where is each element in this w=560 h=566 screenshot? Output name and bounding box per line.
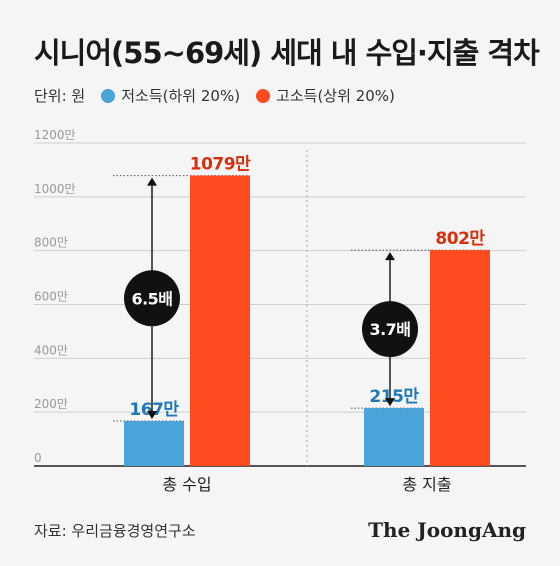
- chart-title: 시니어(55~69세) 세대 내 수입·지출 격차: [34, 36, 540, 70]
- y-tick-label: 600만: [34, 290, 68, 304]
- legend-swatch-high: [256, 88, 271, 103]
- ratio-arrowhead-down: [385, 398, 395, 407]
- legend: 단위: 원 저소득(하위 20%) 고소득(상위 20%): [34, 85, 395, 106]
- bar: [430, 250, 490, 466]
- data-label: 802만: [435, 229, 485, 249]
- unit-label: 단위: 원: [34, 87, 86, 105]
- bar: [364, 408, 424, 466]
- y-tick-label: 1000만: [34, 182, 76, 196]
- category-label: 총 지출: [402, 475, 451, 494]
- source-note: 자료: 우리금융경영연구소: [34, 522, 196, 540]
- ratio-badge: [124, 270, 180, 327]
- y-tick-label: 0: [34, 451, 42, 465]
- ratio-badge: [362, 301, 418, 358]
- legend-label-low: 저소득(하위 20%): [121, 87, 241, 105]
- legend-item-high: 고소득(상위 20%): [256, 85, 395, 106]
- bar: [124, 421, 184, 466]
- legend-swatch-low: [101, 88, 116, 103]
- ratio-label: 6.5배: [131, 289, 172, 308]
- y-tick-label: 800만: [34, 236, 68, 250]
- bar: [190, 175, 250, 467]
- y-tick-label: 1200만: [34, 128, 76, 142]
- y-tick-label: 200만: [34, 397, 68, 411]
- data-label: 1079만: [190, 155, 251, 175]
- data-label: 215만: [369, 387, 419, 407]
- data-label: 167만: [129, 400, 179, 420]
- category-label: 총 수입: [162, 475, 211, 494]
- ratio-arrowhead-down: [147, 411, 157, 420]
- ratio-label: 3.7배: [369, 320, 410, 339]
- ratio-arrowhead-up: [385, 252, 395, 261]
- y-tick-label: 400만: [34, 343, 68, 357]
- legend-label-high: 고소득(상위 20%): [276, 87, 395, 105]
- brand-logo: The JoongAng: [368, 518, 526, 542]
- legend-item-low: 저소득(하위 20%): [101, 85, 240, 106]
- ratio-arrowhead-up: [147, 177, 157, 186]
